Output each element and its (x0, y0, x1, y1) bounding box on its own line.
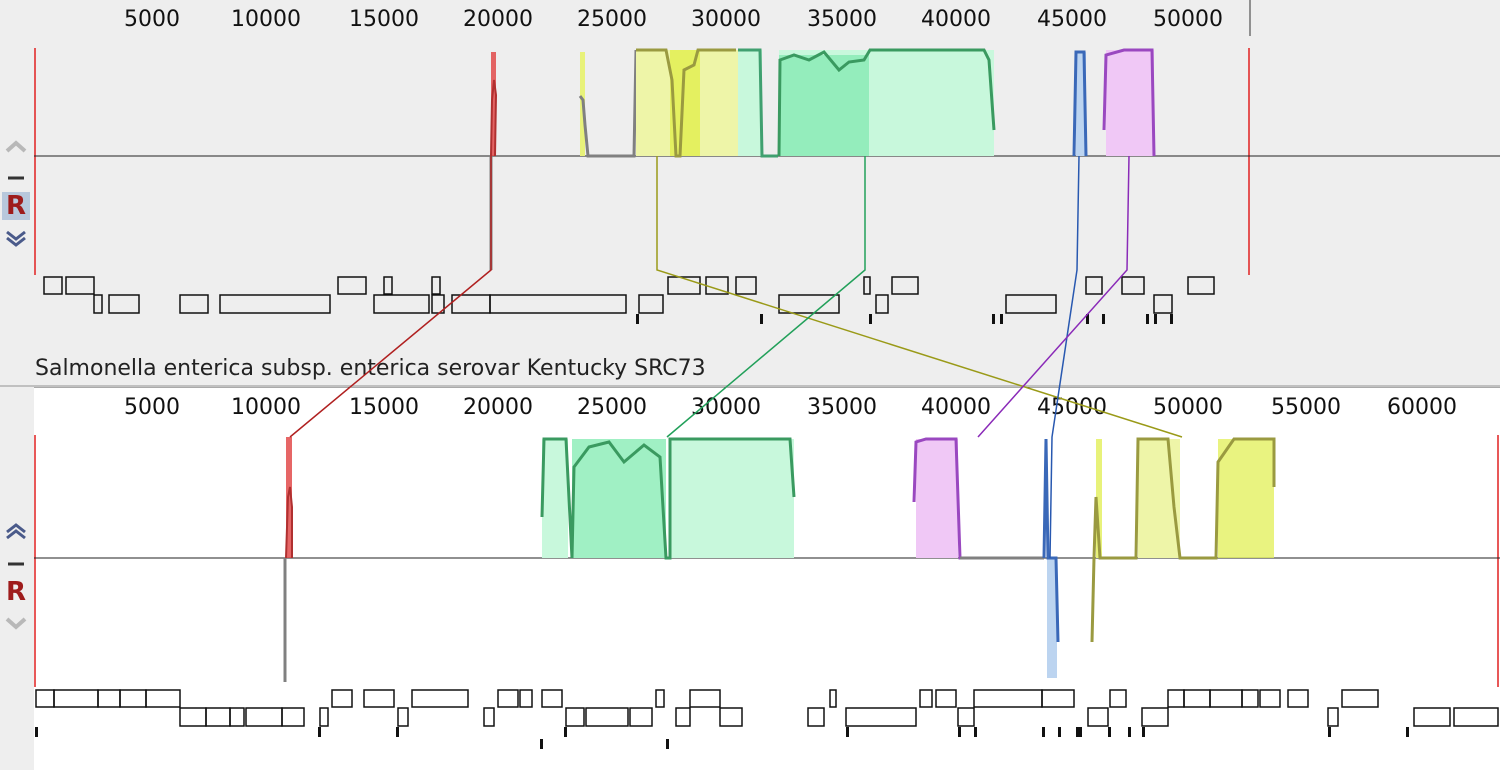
ruler-tick: 55000 (1271, 395, 1341, 420)
genome-1-ruler: 5000 10000 15000 20000 25000 30000 35000… (124, 7, 1223, 32)
minus-icon (8, 562, 24, 566)
ruler-tick: 10000 (231, 395, 301, 420)
lcb-green-block-2b[interactable] (540, 437, 796, 560)
genome-1-track[interactable]: 5000 10000 15000 20000 25000 30000 35000… (34, 0, 1500, 385)
ruler-tick: 40000 (921, 395, 991, 420)
genome-2-gene-features (35, 689, 1499, 727)
lcb-yellow-block-a[interactable] (578, 49, 638, 158)
ruler-tick: 5000 (124, 395, 180, 420)
ruler-tick: 25000 (577, 395, 647, 420)
ruler-tick: 50000 (1153, 395, 1223, 420)
genome-panel-1: R 5000 10000 15000 20000 25000 30000 350… (0, 0, 1500, 385)
genome-2-track[interactable]: 5000 10000 15000 20000 25000 30000 35000… (34, 387, 1500, 774)
lcb-blue-block-2[interactable] (1042, 438, 1060, 678)
minus-icon (8, 176, 24, 180)
genome-2-scroll-down-button[interactable] (2, 612, 30, 636)
lcb-green-block-a[interactable] (738, 48, 778, 158)
lcb-blue-block[interactable] (1072, 50, 1088, 157)
ruler-tick: 15000 (349, 7, 419, 32)
ruler-tick: 45000 (1037, 7, 1107, 32)
genome-2-minus-button[interactable] (2, 552, 30, 576)
genome-1-reverse-button[interactable]: R (2, 192, 30, 220)
ruler-tick: 50000 (1153, 7, 1223, 32)
ruler-tick: 25000 (577, 7, 647, 32)
chevron-down-icon (5, 617, 27, 630)
ruler-tick: 60000 (1387, 395, 1457, 420)
ruler-tick: 15000 (349, 395, 419, 420)
lcb-yellow-block-2[interactable] (1090, 437, 1276, 643)
lcb-purple-block[interactable] (1102, 48, 1156, 157)
genome-2-sidebar: R (0, 387, 34, 770)
ruler-tick: 35000 (807, 395, 877, 420)
genome-panel-2: R 5000 10000 15000 20000 25000 30000 350… (0, 387, 1500, 774)
lcb-green-block-b[interactable] (777, 48, 996, 157)
ruler-tick: 45000 (1037, 395, 1107, 420)
genome-1-minus-button[interactable] (2, 166, 30, 190)
genome-2-small-features (35, 727, 1409, 749)
genome-2-title: Salmonella enterica subsp. enterica sero… (35, 356, 706, 381)
lcb-red-block-2[interactable] (283, 437, 293, 682)
ruler-tick: 20000 (463, 395, 533, 420)
genome-2-scroll-up-button[interactable] (2, 520, 30, 544)
ruler-tick: 40000 (921, 7, 991, 32)
chevron-up-icon (5, 140, 27, 153)
genome-1-sidebar: R (0, 0, 34, 385)
genome-1-scroll-up-button[interactable] (2, 134, 30, 158)
lcb-purple-block-2[interactable] (912, 437, 1044, 560)
lcb-yellow-block-b[interactable] (636, 48, 738, 158)
double-chevron-up-icon (6, 523, 26, 540)
ruler-tick: 30000 (691, 395, 761, 420)
ruler-tick: 5000 (124, 7, 180, 32)
genome-1-scroll-down-button[interactable] (2, 226, 30, 250)
ruler-tick: 35000 (807, 7, 877, 32)
ruler-tick: 20000 (463, 7, 533, 32)
genome-2-reverse-button[interactable]: R (5, 577, 27, 607)
ruler-tick: 10000 (231, 7, 301, 32)
double-chevron-down-icon (6, 230, 26, 247)
ruler-tick: 30000 (691, 7, 761, 32)
